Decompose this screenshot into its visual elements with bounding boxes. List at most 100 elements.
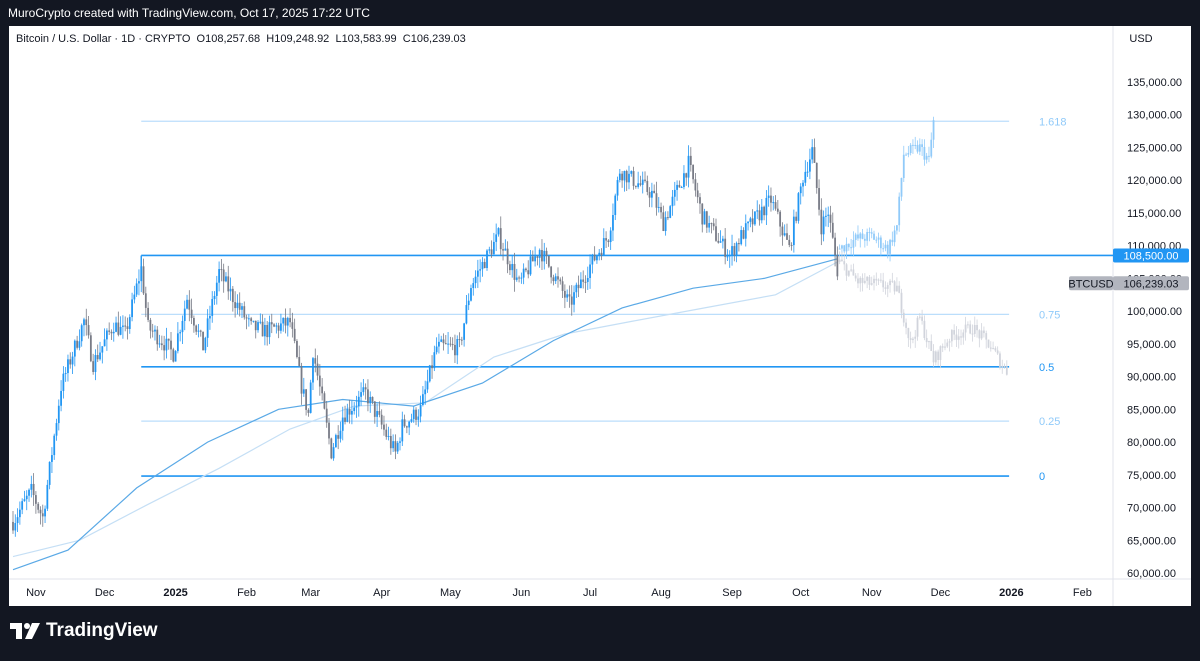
price-candle-body (696, 190, 699, 198)
price-candle-body (110, 331, 113, 334)
price-candle-body (664, 217, 667, 232)
date-tick-label: Feb (237, 587, 256, 599)
price-candle-body (657, 206, 660, 208)
price-tick-label: 80,000.00 (1127, 437, 1176, 449)
projection-down-candle-body (992, 348, 994, 350)
projection-down-candle-body (930, 341, 933, 351)
price-tag-symbol: BTCUSD (1068, 278, 1113, 290)
price-candle-body (834, 237, 836, 256)
projection-down-candle-body (857, 278, 859, 284)
chart-canvas[interactable]: 60,000.00 65,000.00 70,000.00 75,000.00 80,0… (9, 26, 1191, 606)
projection-down-candle-body (960, 336, 962, 338)
projection-down-candle-body (850, 269, 853, 271)
price-candle-body (728, 255, 731, 257)
price-tick-label: 115,000.00 (1127, 208, 1181, 220)
price-candle-body (32, 483, 35, 496)
price-candle-body (174, 351, 177, 362)
price-candle-body (499, 228, 502, 250)
price-candle-body (662, 212, 665, 232)
projection-down-candle-body (964, 324, 967, 333)
projection-down-candle-body (863, 280, 866, 283)
price-candle-body (266, 324, 269, 338)
projection-down-candle-body (896, 285, 898, 292)
price-candle-body (660, 206, 662, 213)
projection-down-candle-body (843, 261, 846, 265)
price-candle-body (582, 279, 585, 282)
price-candle-body (204, 337, 207, 351)
currency-button[interactable]: USD (1118, 30, 1164, 48)
price-candle-body (64, 373, 67, 375)
price-chart[interactable]: 60,000.00 65,000.00 70,000.00 75,000.00 80,0… (9, 26, 1191, 606)
price-candle-body (699, 197, 701, 204)
price-candle-body (829, 214, 832, 223)
price-candle-body (300, 365, 303, 394)
price-candle-body (21, 501, 24, 510)
projection-down-candle-body (923, 320, 926, 339)
price-candle-body (733, 246, 736, 256)
price-candle-body (383, 424, 385, 430)
price-candle-body (676, 184, 678, 190)
price-candle-body (149, 319, 152, 331)
price-candle-body (561, 281, 564, 291)
price-candle-body (680, 187, 683, 189)
price-candle-body (667, 217, 669, 219)
price-candle-body (694, 179, 697, 191)
price-candle-body (133, 294, 136, 300)
projection-down-candle-body (928, 341, 930, 343)
price-candle-body (186, 299, 188, 309)
fib-level-label: 1.618 (1039, 116, 1067, 128)
price-candle-body (371, 396, 374, 402)
projection-down-candle-body (866, 276, 869, 281)
price-candle-body (749, 218, 752, 222)
projection-up-candle-body (930, 139, 933, 157)
projection-up-candle-body (921, 144, 923, 147)
price-candle-body (190, 309, 193, 318)
price-tick-label: 60,000.00 (1127, 568, 1176, 580)
price-candle-body (309, 382, 312, 413)
projection-down-candle-body (989, 347, 992, 349)
price-candle-body (708, 223, 711, 228)
price-candle-body (550, 266, 553, 278)
tradingview-logo[interactable]: TradingView (10, 620, 158, 642)
price-candle-body (520, 277, 523, 279)
price-candle-body (321, 386, 324, 394)
price-candle-body (435, 346, 438, 353)
price-candle-body (165, 338, 168, 351)
price-candle-body (522, 268, 525, 278)
projection-down-candle-body (889, 280, 891, 286)
price-candle-body (710, 223, 713, 225)
price-candle-body (78, 341, 81, 348)
attribution-text: MuroCrypto created with TradingView.com,… (8, 6, 370, 20)
projection-down-candle-body (957, 336, 960, 340)
price-candle-body (60, 390, 62, 406)
projection-down-candle-body (932, 350, 935, 363)
price-candle-body (341, 417, 344, 431)
price-candle-body (259, 321, 262, 323)
price-candle-body (760, 206, 763, 221)
price-candle-body (474, 276, 477, 284)
price-candle-body (37, 503, 40, 510)
price-candle-body (646, 180, 649, 192)
price-candle-body (238, 302, 241, 310)
date-tick-label: Jun (512, 587, 530, 599)
price-candle-body (655, 193, 658, 208)
price-candle-body (108, 330, 111, 332)
price-candle-body (291, 322, 294, 329)
price-candle-body (396, 442, 399, 452)
price-candle-body (742, 230, 745, 239)
open-value: 108,257.68 (205, 33, 261, 45)
date-tick-label: Sep (722, 587, 742, 599)
price-candle-body (776, 208, 779, 212)
price-candle-body (460, 339, 463, 341)
projection-down-candle-body (868, 276, 871, 285)
price-candle-body (786, 233, 788, 240)
price-candle-body (685, 173, 688, 178)
price-candle-body (621, 173, 624, 181)
price-candle-body (731, 246, 733, 256)
projection-up-candle-body (863, 238, 866, 241)
price-candle-body (687, 155, 690, 178)
price-candle-body (458, 339, 461, 341)
price-candle-body (513, 263, 516, 280)
price-candle-body (433, 352, 436, 369)
